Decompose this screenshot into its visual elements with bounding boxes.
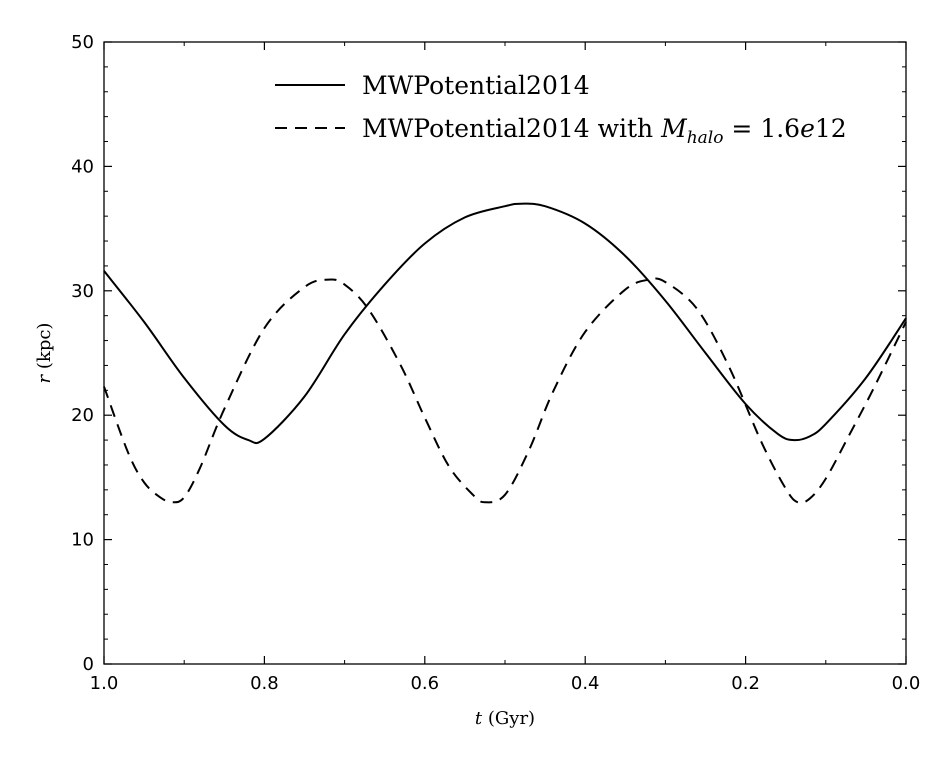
y-axis-label: r (kpc): [34, 323, 55, 384]
legend-label-m-symbol: M: [660, 114, 688, 143]
y-tick-label: 0: [83, 654, 94, 675]
x-tick-label: 1.0: [90, 673, 119, 694]
series-line-solid: [103, 202, 907, 445]
legend-label-mwpotential2014-heavy-halo: MWPotential2014 with Mhalo = 1.6e12: [362, 114, 847, 148]
y-tick-label: 10: [71, 530, 94, 551]
x-tick-label: 0.6: [410, 673, 439, 694]
x-tick-label: 0.8: [250, 673, 279, 694]
x-tick-label: 0.4: [571, 673, 600, 694]
y-axis-variable: r: [34, 373, 55, 383]
series-line-dashed: [103, 277, 907, 504]
x-axis-variable: t: [475, 708, 483, 729]
x-tick-label: 0.0: [892, 673, 921, 694]
series-lines: [103, 202, 907, 504]
legend-label-exponent-value: 12: [815, 114, 847, 143]
y-tick-label: 30: [71, 281, 94, 302]
legend-label-prefix: MWPotential2014 with: [362, 114, 661, 143]
axis-ticks: 1.0 0.8 0.6 0.4 0.2 0.0 0 10 20 30 40 50: [71, 32, 920, 694]
x-tick-label: 0.2: [731, 673, 760, 694]
x-axis-label: t (Gyr): [475, 708, 535, 729]
y-tick-label: 40: [71, 156, 94, 177]
legend-label-equals: = 1.6: [723, 114, 800, 143]
x-axis-unit: (Gyr): [482, 708, 535, 729]
legend-label-mwpotential2014: MWPotential2014: [362, 71, 590, 100]
y-tick-label: 50: [71, 32, 94, 53]
y-axis-unit: (kpc): [34, 323, 55, 375]
y-tick-label: 20: [71, 405, 94, 426]
legend: MWPotential2014 MWPotential2014 with Mha…: [275, 71, 847, 148]
legend-label-exponent-e: e: [800, 114, 815, 143]
legend-label-subscript: halo: [687, 128, 724, 148]
